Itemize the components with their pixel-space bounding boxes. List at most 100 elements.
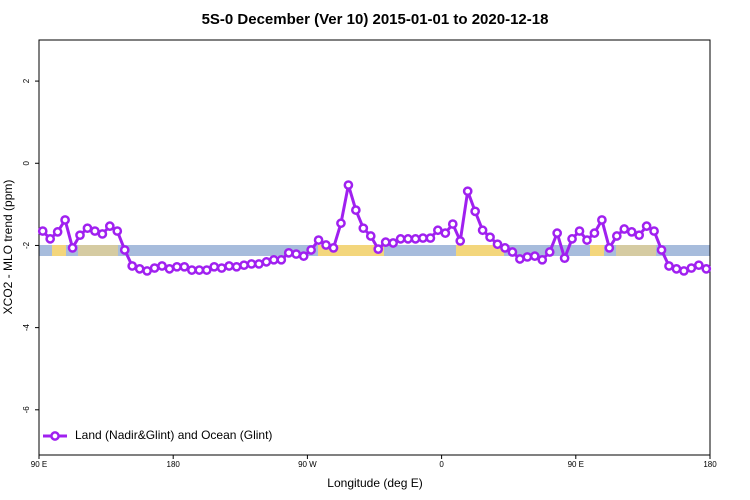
y-tick-label: -6 bbox=[22, 406, 31, 414]
point bbox=[321, 240, 331, 250]
land-band bbox=[78, 245, 118, 256]
point bbox=[492, 239, 503, 250]
point bbox=[75, 230, 85, 241]
x-tick-label: 90 E bbox=[568, 460, 584, 469]
series-line bbox=[41, 184, 707, 273]
point bbox=[477, 225, 488, 236]
x-axis-label: Longitude (deg E) bbox=[327, 476, 422, 490]
point bbox=[462, 186, 473, 197]
point bbox=[343, 180, 354, 190]
point bbox=[388, 238, 398, 248]
point bbox=[149, 263, 160, 273]
point bbox=[112, 226, 123, 236]
legend-label: Land (Nadir&Glint) and Ocean (Glint) bbox=[75, 428, 272, 442]
point bbox=[201, 265, 212, 275]
point bbox=[276, 254, 287, 265]
point bbox=[351, 205, 361, 215]
point bbox=[567, 234, 577, 244]
point bbox=[589, 228, 600, 238]
point bbox=[157, 261, 167, 271]
point bbox=[104, 221, 115, 231]
point bbox=[544, 247, 555, 257]
chart-title: 5S-0 December (Ver 10) 2015-01-01 to 202… bbox=[202, 11, 549, 28]
point bbox=[283, 247, 294, 258]
point bbox=[574, 226, 585, 236]
point bbox=[291, 249, 302, 259]
point bbox=[45, 234, 56, 244]
point bbox=[380, 237, 391, 248]
land-band bbox=[616, 245, 656, 256]
point bbox=[693, 260, 704, 271]
point bbox=[172, 261, 182, 272]
x-tick-label: 90 E bbox=[31, 460, 47, 469]
point bbox=[179, 261, 190, 272]
point bbox=[306, 245, 316, 255]
point bbox=[552, 228, 563, 238]
point bbox=[701, 264, 712, 274]
point bbox=[522, 252, 533, 262]
point bbox=[582, 235, 592, 245]
point bbox=[559, 253, 570, 264]
point bbox=[529, 251, 540, 261]
point bbox=[403, 234, 413, 244]
point bbox=[60, 215, 70, 225]
point bbox=[649, 226, 659, 236]
point bbox=[82, 223, 93, 234]
point bbox=[134, 264, 145, 274]
point bbox=[664, 261, 674, 271]
point bbox=[470, 206, 480, 217]
y-tick-label: 0 bbox=[22, 160, 31, 165]
point bbox=[515, 254, 525, 264]
point bbox=[328, 243, 339, 253]
point bbox=[433, 225, 443, 236]
point bbox=[358, 223, 369, 234]
point bbox=[365, 231, 376, 241]
point bbox=[254, 259, 264, 269]
land-band bbox=[318, 245, 384, 256]
point bbox=[395, 234, 406, 244]
y-axis-label: XCO2 - MLO trend (ppm) bbox=[1, 180, 15, 315]
point bbox=[418, 233, 428, 243]
point bbox=[119, 245, 130, 255]
point bbox=[485, 232, 495, 243]
point bbox=[90, 226, 100, 236]
point bbox=[500, 243, 510, 253]
y-tick-label: -4 bbox=[22, 324, 31, 332]
y-tick-label: 2 bbox=[22, 78, 31, 83]
x-tick-label: 0 bbox=[439, 460, 444, 469]
land-band bbox=[456, 245, 504, 256]
point bbox=[209, 261, 220, 272]
x-tick-label: 180 bbox=[703, 460, 717, 469]
point bbox=[679, 266, 689, 276]
point bbox=[440, 228, 451, 238]
y-tick-label: -2 bbox=[22, 241, 31, 249]
point bbox=[216, 263, 227, 273]
land-band bbox=[590, 245, 604, 256]
point bbox=[641, 221, 652, 231]
point bbox=[298, 251, 309, 261]
x-tick-label: 90 W bbox=[298, 460, 317, 469]
point bbox=[425, 233, 436, 243]
point bbox=[507, 247, 518, 257]
point bbox=[611, 231, 622, 241]
point bbox=[455, 236, 466, 246]
point bbox=[261, 257, 272, 267]
point bbox=[447, 219, 458, 229]
point bbox=[410, 234, 421, 244]
point bbox=[626, 227, 637, 237]
point bbox=[656, 245, 667, 255]
point bbox=[67, 243, 78, 253]
point bbox=[604, 243, 615, 253]
point bbox=[239, 260, 249, 271]
point bbox=[671, 264, 682, 274]
point bbox=[142, 266, 152, 276]
point bbox=[231, 261, 242, 272]
point bbox=[224, 261, 234, 271]
point bbox=[269, 254, 279, 265]
legend-marker bbox=[50, 431, 60, 441]
point bbox=[619, 224, 630, 234]
point bbox=[127, 261, 138, 271]
point bbox=[373, 244, 384, 254]
x-tick-label: 180 bbox=[167, 460, 181, 469]
